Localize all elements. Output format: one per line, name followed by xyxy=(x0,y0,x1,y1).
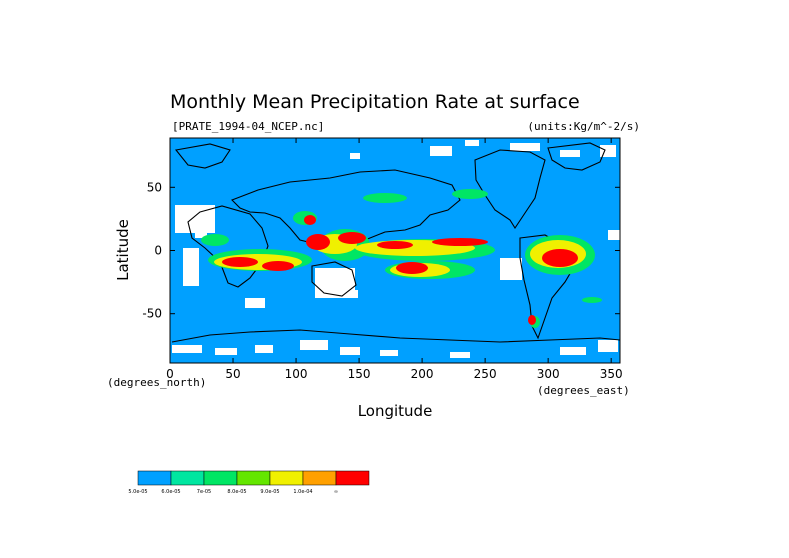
legend-label: 6.0e-05 xyxy=(161,489,180,495)
legend-label: 7e-05 xyxy=(197,489,211,495)
x-unit-label: (degrees_east) xyxy=(537,384,630,397)
x-tick-label: 300 xyxy=(537,367,560,381)
x-axis-ticks: 0 50 100 150 200 250 300 350 xyxy=(166,138,623,381)
y-tick-label: 50 xyxy=(147,180,162,194)
color-legend: 5.0e-05 6.0e-05 7e-05 8.0e-05 9.0e-05 1.0e-04… xyxy=(128,470,370,495)
y-axis-ticks: 50 0 -50 xyxy=(142,180,620,321)
y-tick-label: 0 xyxy=(154,244,162,258)
x-tick-label: 150 xyxy=(348,367,371,381)
legend-label: 1.0e-04 xyxy=(293,489,312,495)
x-axis-title: Longitude xyxy=(358,402,433,420)
legend-label: 9.0e-05 xyxy=(260,489,279,495)
x-tick-label: 0 xyxy=(166,367,174,381)
y-unit-label: (degrees_north) xyxy=(107,376,206,389)
x-tick-label: 250 xyxy=(474,367,497,381)
x-tick-label: 200 xyxy=(411,367,434,381)
precipitation-field xyxy=(201,189,602,328)
precip-red-cores xyxy=(222,215,578,325)
legend-label: ∞ xyxy=(334,489,338,495)
legend-swatch xyxy=(203,470,238,486)
legend-swatch xyxy=(137,470,172,486)
coastlines xyxy=(171,142,620,343)
file-label: [PRATE_1994-04_NCEP.nc] xyxy=(172,120,324,133)
y-axis-title: Latitude xyxy=(114,219,132,281)
no-data-areas xyxy=(172,140,620,358)
y-tick-label: -50 xyxy=(142,307,162,321)
legend-label: 8.0e-05 xyxy=(227,489,246,495)
x-tick-label: 50 xyxy=(225,367,240,381)
map-plot-area xyxy=(170,138,620,363)
x-tick-label: 100 xyxy=(285,367,308,381)
legend-swatch xyxy=(269,470,304,486)
legend-swatch xyxy=(302,470,337,486)
units-label: (units:Kg/m^-2/s) xyxy=(527,120,640,133)
legend-swatch xyxy=(236,470,271,486)
chart-title: Monthly Mean Precipitation Rate at surfa… xyxy=(170,91,580,113)
legend-label: 5.0e-05 xyxy=(128,489,147,495)
legend-swatch xyxy=(170,470,205,486)
legend-swatch xyxy=(335,470,370,486)
x-tick-label: 350 xyxy=(600,367,623,381)
